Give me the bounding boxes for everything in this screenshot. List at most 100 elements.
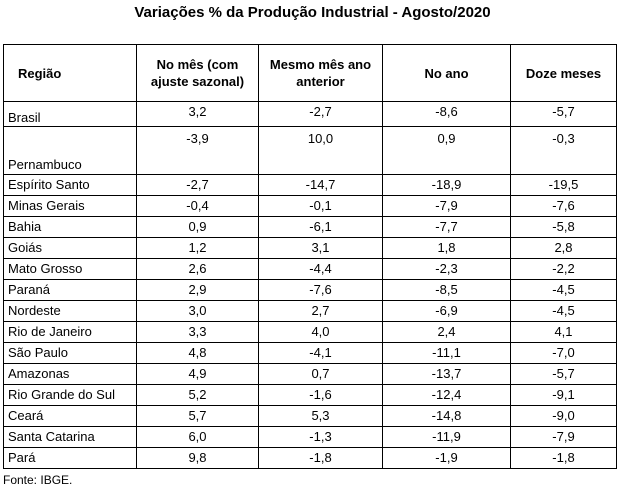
value-cell: -2,7 bbox=[136, 174, 259, 196]
value-cell: 2,4 bbox=[382, 321, 511, 343]
value-cell: -6,9 bbox=[382, 300, 511, 322]
region-cell: Ceará bbox=[3, 405, 137, 427]
value-cell: -18,9 bbox=[382, 174, 511, 196]
table-row: Amazonas 4,9 0,7 -13,7 -5,7 bbox=[3, 363, 617, 385]
region-cell: Bahia bbox=[3, 216, 137, 238]
value-cell: 3,2 bbox=[136, 101, 259, 127]
table-row: Goiás 1,2 3,1 1,8 2,8 bbox=[3, 237, 617, 259]
table-row: Nordeste 3,0 2,7 -6,9 -4,5 bbox=[3, 300, 617, 322]
value-cell: -11,1 bbox=[382, 342, 511, 364]
region-cell: Rio Grande do Sul bbox=[3, 384, 137, 406]
value-cell: -1,9 bbox=[382, 447, 511, 469]
value-cell: -1,8 bbox=[258, 447, 383, 469]
table-row: Minas Gerais -0,4 -0,1 -7,9 -7,6 bbox=[3, 195, 617, 217]
table-row: Espírito Santo -2,7 -14,7 -18,9 -19,5 bbox=[3, 174, 617, 196]
value-cell: -5,7 bbox=[510, 363, 617, 385]
value-cell: -0,4 bbox=[136, 195, 259, 217]
value-cell: -19,5 bbox=[510, 174, 617, 196]
value-cell: -2,3 bbox=[382, 258, 511, 280]
value-cell: -11,9 bbox=[382, 426, 511, 448]
value-cell: -0,1 bbox=[258, 195, 383, 217]
header-no-ano: No ano bbox=[382, 44, 511, 102]
value-cell: 5,3 bbox=[258, 405, 383, 427]
value-cell: 6,0 bbox=[136, 426, 259, 448]
table-body: Brasil 3,2 -2,7 -8,6 -5,7 Pernambuco -3,9 10,0 0… bbox=[3, 101, 617, 469]
value-cell: -7,9 bbox=[382, 195, 511, 217]
value-cell: 4,8 bbox=[136, 342, 259, 364]
value-cell: -5,8 bbox=[510, 216, 617, 238]
value-cell: -9,0 bbox=[510, 405, 617, 427]
value-cell: 4,9 bbox=[136, 363, 259, 385]
value-cell: 9,8 bbox=[136, 447, 259, 469]
source-note: Fonte: IBGE. bbox=[3, 473, 73, 487]
table-row: São Paulo 4,8 -4,1 -11,1 -7,0 bbox=[3, 342, 617, 364]
value-cell: -2,7 bbox=[258, 101, 383, 127]
region-cell: Nordeste bbox=[3, 300, 137, 322]
value-cell: 0,9 bbox=[136, 216, 259, 238]
value-cell: -4,5 bbox=[510, 279, 617, 301]
header-no-mes: No mês (com ajuste sazonal) bbox=[136, 44, 259, 102]
value-cell: 2,8 bbox=[510, 237, 617, 259]
value-cell: -7,6 bbox=[258, 279, 383, 301]
value-cell: -14,8 bbox=[382, 405, 511, 427]
value-cell: -1,8 bbox=[510, 447, 617, 469]
value-cell: 2,7 bbox=[258, 300, 383, 322]
value-cell: -6,1 bbox=[258, 216, 383, 238]
region-cell: Goiás bbox=[3, 237, 137, 259]
header-regiao: Região bbox=[3, 44, 137, 102]
table-row: Santa Catarina 6,0 -1,3 -11,9 -7,9 bbox=[3, 426, 617, 448]
region-cell: Espírito Santo bbox=[3, 174, 137, 196]
value-cell: -3,9 bbox=[136, 126, 259, 175]
value-cell: -1,6 bbox=[258, 384, 383, 406]
value-cell: 3,1 bbox=[258, 237, 383, 259]
industrial-production-table: Região No mês (com ajuste sazonal) Mesmo… bbox=[3, 44, 617, 469]
value-cell: -4,1 bbox=[258, 342, 383, 364]
value-cell: -4,4 bbox=[258, 258, 383, 280]
value-cell: 0,7 bbox=[258, 363, 383, 385]
table-row: Paraná 2,9 -7,6 -8,5 -4,5 bbox=[3, 279, 617, 301]
value-cell: -14,7 bbox=[258, 174, 383, 196]
table-row: Mato Grosso 2,6 -4,4 -2,3 -2,2 bbox=[3, 258, 617, 280]
value-cell: -7,6 bbox=[510, 195, 617, 217]
value-cell: -0,3 bbox=[510, 126, 617, 175]
region-cell: Mato Grosso bbox=[3, 258, 137, 280]
header-mesmo-mes: Mesmo mês ano anterior bbox=[258, 44, 383, 102]
table-row: Bahia 0,9 -6,1 -7,7 -5,8 bbox=[3, 216, 617, 238]
value-cell: -13,7 bbox=[382, 363, 511, 385]
header-row: Região No mês (com ajuste sazonal) Mesmo… bbox=[3, 44, 617, 102]
value-cell: 4,0 bbox=[258, 321, 383, 343]
region-cell: Amazonas bbox=[3, 363, 137, 385]
value-cell: -9,1 bbox=[510, 384, 617, 406]
value-cell: 1,2 bbox=[136, 237, 259, 259]
region-cell: Rio de Janeiro bbox=[3, 321, 137, 343]
region-cell: Paraná bbox=[3, 279, 137, 301]
value-cell: -4,5 bbox=[510, 300, 617, 322]
value-cell: -8,6 bbox=[382, 101, 511, 127]
header-doze-meses: Doze meses bbox=[510, 44, 617, 102]
value-cell: -12,4 bbox=[382, 384, 511, 406]
value-cell: 5,2 bbox=[136, 384, 259, 406]
region-cell: Pernambuco bbox=[3, 126, 137, 175]
table-row: Rio Grande do Sul 5,2 -1,6 -12,4 -9,1 bbox=[3, 384, 617, 406]
value-cell: -7,7 bbox=[382, 216, 511, 238]
region-cell: Pará bbox=[3, 447, 137, 469]
table-row: Brasil 3,2 -2,7 -8,6 -5,7 bbox=[3, 101, 617, 127]
table-row: Ceará 5,7 5,3 -14,8 -9,0 bbox=[3, 405, 617, 427]
value-cell: -7,9 bbox=[510, 426, 617, 448]
table-row: Pernambuco -3,9 10,0 0,9 -0,3 bbox=[3, 126, 617, 175]
value-cell: -5,7 bbox=[510, 101, 617, 127]
table-row: Rio de Janeiro 3,3 4,0 2,4 4,1 bbox=[3, 321, 617, 343]
value-cell: 0,9 bbox=[382, 126, 511, 175]
region-cell: Minas Gerais bbox=[3, 195, 137, 217]
value-cell: -8,5 bbox=[382, 279, 511, 301]
value-cell: 3,0 bbox=[136, 300, 259, 322]
region-cell: São Paulo bbox=[3, 342, 137, 364]
value-cell: -7,0 bbox=[510, 342, 617, 364]
value-cell: 5,7 bbox=[136, 405, 259, 427]
region-cell: Brasil bbox=[3, 101, 137, 127]
table-title: Variações % da Produção Industrial - Ago… bbox=[134, 4, 491, 21]
value-cell: 4,1 bbox=[510, 321, 617, 343]
value-cell: -1,3 bbox=[258, 426, 383, 448]
value-cell: 3,3 bbox=[136, 321, 259, 343]
value-cell: 2,6 bbox=[136, 258, 259, 280]
